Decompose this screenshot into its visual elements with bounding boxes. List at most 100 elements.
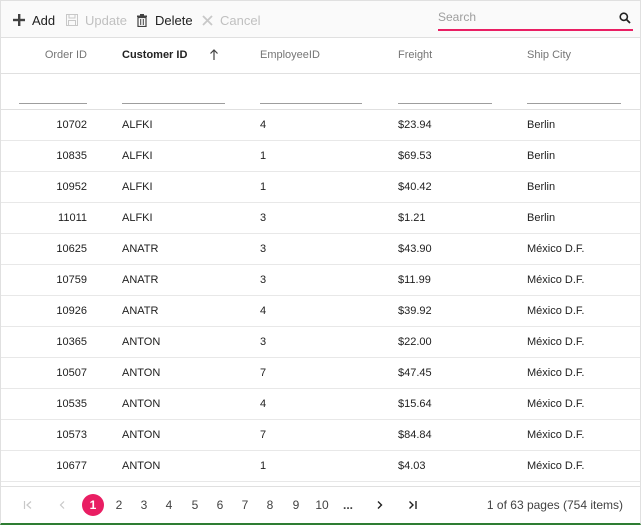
filter-employee-id-input[interactable]	[260, 103, 362, 110]
cell-customer-id: ALFKI	[122, 150, 153, 162]
filter-order-id-input[interactable]	[19, 103, 87, 110]
filter-ship-city-input[interactable]	[527, 103, 621, 110]
cell-employee-id: 7	[260, 367, 267, 379]
cell-freight: $47.45	[398, 367, 432, 379]
cell-employee-id: 3	[260, 336, 267, 348]
table-row[interactable]: 11011 ALFKI 3 $1.21 Berlin	[1, 203, 640, 234]
cell-employee-id: 1	[260, 150, 267, 162]
header-customer-id[interactable]: Customer ID	[122, 49, 188, 61]
more-pages-button[interactable]: ...	[342, 498, 353, 512]
table-row[interactable]: 10365 ANTON 3 $22.00 México D.F.	[1, 327, 640, 358]
cell-ship-city: México D.F.	[527, 243, 585, 255]
cell-freight: $39.92	[398, 305, 432, 317]
page-7-button[interactable]: 7	[241, 498, 249, 512]
cell-employee-id: 7	[260, 429, 267, 441]
cell-freight: $23.94	[398, 119, 432, 131]
cell-employee-id: 3	[260, 212, 267, 224]
cancel-button[interactable]: Cancel	[200, 11, 260, 29]
cell-order-id: 10926	[56, 305, 87, 317]
page-1-button[interactable]: 1	[82, 494, 104, 516]
table-row[interactable]: 10507 ANTON 7 $47.45 México D.F.	[1, 358, 640, 389]
filter-employee-id[interactable]	[260, 98, 362, 110]
filter-freight-input[interactable]	[398, 103, 492, 110]
cell-order-id: 10507	[56, 367, 87, 379]
cell-freight: $40.42	[398, 181, 432, 193]
table-row[interactable]: 10573 ANTON 7 $84.84 México D.F.	[1, 420, 640, 451]
cell-order-id: 10573	[56, 429, 87, 441]
column-header-row: Order ID Customer ID EmployeeID Freight …	[1, 38, 640, 74]
cell-ship-city: México D.F.	[527, 305, 585, 317]
header-freight[interactable]: Freight	[398, 49, 433, 61]
cell-ship-city: Berlin	[527, 181, 556, 193]
table-row[interactable]: 10625 ANATR 3 $43.90 México D.F.	[1, 234, 640, 265]
cell-order-id: 10702	[56, 119, 87, 131]
search-input[interactable]	[438, 7, 608, 27]
filter-order-id[interactable]	[19, 98, 87, 110]
page-10-button[interactable]: 10	[315, 498, 329, 512]
cell-customer-id: ALFKI	[122, 119, 153, 131]
table-row[interactable]: 10926 ANATR 4 $39.92 México D.F.	[1, 296, 640, 327]
cell-customer-id: ANATR	[122, 305, 159, 317]
page-2-button[interactable]: 2	[115, 498, 123, 512]
page-6-button[interactable]: 6	[216, 498, 224, 512]
cell-customer-id: ANATR	[122, 274, 159, 286]
sort-ascending-icon	[209, 48, 219, 60]
delete-button[interactable]: Delete	[135, 11, 193, 29]
filter-ship-city[interactable]	[527, 98, 621, 110]
table-row[interactable]: 10535 ANTON 4 $15.64 México D.F.	[1, 389, 640, 420]
cell-employee-id: 3	[260, 243, 267, 255]
search-icon[interactable]	[619, 11, 631, 24]
previous-page-icon[interactable]	[54, 495, 70, 515]
grid-body: 10702 ALFKI 4 $23.94 Berlin 10835 ALFKI 1 $69.5…	[1, 110, 640, 482]
cell-customer-id: ANTON	[122, 460, 161, 472]
cell-customer-id: ALFKI	[122, 181, 153, 193]
header-order-id[interactable]: Order ID	[44, 49, 87, 61]
cell-freight: $1.21	[398, 212, 426, 224]
header-ship-city[interactable]: Ship City	[527, 49, 572, 61]
table-row[interactable]: 10702 ALFKI 4 $23.94 Berlin	[1, 110, 640, 141]
cell-customer-id: ALFKI	[122, 212, 153, 224]
cell-customer-id: ANTON	[122, 336, 161, 348]
trash-icon	[135, 13, 149, 27]
cell-order-id: 11011	[58, 212, 87, 224]
filter-customer-id-input[interactable]	[122, 103, 225, 110]
table-row[interactable]: 10677 ANTON 1 $4.03 México D.F.	[1, 451, 640, 482]
page-8-button[interactable]: 8	[266, 498, 274, 512]
filter-bar	[1, 74, 640, 110]
cell-customer-id: ANTON	[122, 398, 161, 410]
next-page-icon[interactable]	[372, 495, 388, 515]
page-3-button[interactable]: 3	[140, 498, 148, 512]
header-employee-id[interactable]: EmployeeID	[260, 49, 320, 61]
cell-order-id: 10835	[56, 150, 87, 162]
last-page-icon[interactable]	[404, 495, 422, 515]
add-button[interactable]: Add	[12, 11, 55, 29]
cell-employee-id: 1	[260, 460, 267, 472]
table-row[interactable]: 10952 ALFKI 1 $40.42 Berlin	[1, 172, 640, 203]
table-row[interactable]: 10835 ALFKI 1 $69.53 Berlin	[1, 141, 640, 172]
save-icon	[65, 13, 79, 27]
cell-order-id: 10952	[56, 181, 87, 193]
first-page-icon[interactable]	[20, 495, 36, 515]
cell-employee-id: 3	[260, 274, 267, 286]
add-label: Add	[32, 12, 56, 28]
cell-ship-city: México D.F.	[527, 274, 585, 286]
toolbar: Add Update Delete Cancel	[1, 1, 640, 38]
search-box	[438, 7, 633, 31]
table-row[interactable]: 10759 ANATR 3 $11.99 México D.F.	[1, 265, 640, 296]
cell-employee-id: 4	[260, 398, 267, 410]
page-4-button[interactable]: 4	[165, 498, 173, 512]
cell-employee-id: 4	[260, 305, 267, 317]
page-9-button[interactable]: 9	[292, 498, 300, 512]
page-5-button[interactable]: 5	[191, 498, 199, 512]
cell-ship-city: Berlin	[527, 150, 556, 162]
filter-customer-id[interactable]	[122, 98, 225, 110]
update-button[interactable]: Update	[65, 11, 127, 29]
cell-employee-id: 4	[260, 119, 267, 131]
cell-customer-id: ANTON	[122, 367, 161, 379]
cell-freight: $43.90	[398, 243, 432, 255]
cell-freight: $69.53	[398, 150, 432, 162]
pager: 1 2 3 4 5 6 7 8 9 10 ... 1 of 63 pages (…	[1, 486, 640, 522]
cell-ship-city: Berlin	[527, 119, 556, 131]
filter-freight[interactable]	[398, 98, 492, 110]
